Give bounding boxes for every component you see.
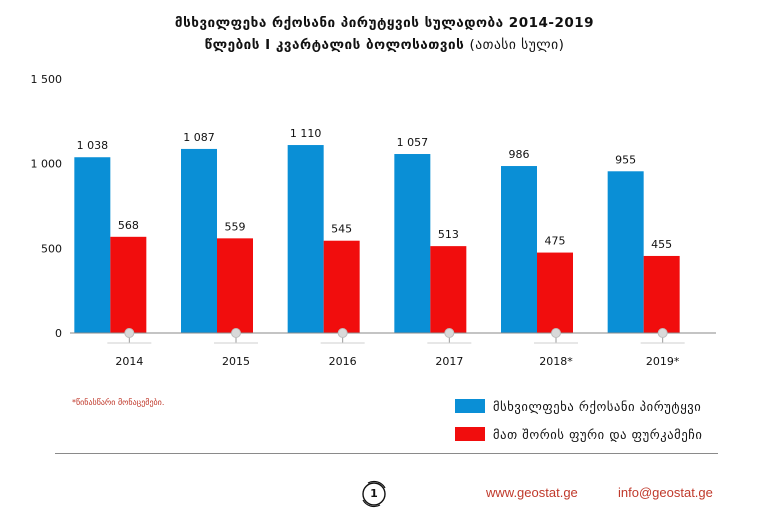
bar-cattle (501, 166, 537, 333)
x-axis-marker (551, 328, 561, 338)
chart-title: მსხვილფეხა რქოსანი პირუტყვის სულადობა 20… (0, 12, 769, 56)
y-tick-label: 1 000 (31, 158, 63, 171)
data-label: 1 110 (290, 127, 322, 140)
x-axis-marker (337, 328, 348, 338)
bar-cattle (181, 148, 217, 333)
bar-cattle (74, 157, 111, 333)
chart-title-line1: მსხვილფეხა რქოსანი პირუტყვის სულადობა 20… (174, 15, 595, 31)
bar-cows (323, 240, 360, 333)
chart-legend: მსხვილფეხა რქოსანი პირუტყვი მათ შორის ფურ… (455, 392, 702, 448)
bar-cattle (287, 145, 324, 333)
x-axis-marker (657, 328, 668, 338)
bar-cows (537, 252, 573, 333)
x-axis-marker (231, 328, 241, 338)
bar-cattle (607, 171, 644, 333)
chart-title-unit: (ათასი სული) (469, 37, 565, 53)
x-tick-label: 2019* (646, 355, 680, 368)
legend-swatch (455, 427, 485, 441)
data-label: 986 (509, 148, 530, 161)
x-tick-label: 2017 (435, 355, 463, 368)
y-tick-label: 500 (41, 242, 62, 255)
x-tick-label: 2018* (539, 355, 573, 368)
data-label: 1 057 (397, 136, 429, 149)
bar-cattle (394, 154, 431, 333)
legend-item-cattle: მსხვილფეხა რქოსანი პირუტყვი (455, 392, 702, 420)
website-link[interactable]: www.geostat.ge (486, 485, 578, 500)
x-axis-marker (444, 328, 455, 338)
bar-chart: 0 500 1 000 1 500 1 038 568 1 087 559 1 110 545 1 … (31, 73, 716, 368)
data-label: 559 (225, 220, 246, 233)
page-number: 1 (370, 487, 378, 500)
y-tick-label: 0 (55, 327, 62, 340)
data-label: 545 (331, 223, 352, 236)
chart-title-line2: წლების I კვარტალის ბოლოსათვის (ათასი სულ… (0, 34, 769, 56)
data-label: 1 038 (77, 139, 109, 152)
legend-label: მათ შორის ფური და ფურკამეჩი (493, 426, 703, 442)
x-tick-label: 2014 (115, 355, 143, 368)
data-label: 513 (438, 228, 459, 241)
bar-cows (430, 246, 467, 333)
x-tick-label: 2015 (222, 355, 250, 368)
legend-label: მსხვილფეხა რქოსანი პირუტყვი (493, 398, 702, 414)
x-axis-marker (124, 328, 135, 338)
email-link[interactable]: info@geostat.ge (618, 485, 713, 500)
bar-cows (217, 238, 253, 333)
bar-cows (110, 236, 147, 333)
bar-cows (643, 255, 680, 333)
y-tick-label: 1 500 (31, 73, 63, 86)
page-number-badge-icon (362, 480, 386, 508)
data-label: 568 (118, 219, 139, 232)
data-label: 475 (545, 235, 566, 248)
preliminary-data-note: *წინასწარი მონაცემები. (72, 398, 165, 407)
data-label: 1 087 (183, 131, 215, 144)
legend-item-cows: მათ შორის ფური და ფურკამეჩი (455, 420, 702, 448)
chart-title-line2-main: წლების I კვარტალის ბოლოსათვის (204, 37, 465, 53)
data-label: 455 (651, 238, 672, 251)
data-label: 955 (615, 153, 636, 166)
legend-swatch (455, 399, 485, 413)
x-tick-label: 2016 (329, 355, 357, 368)
footer-divider (55, 453, 718, 454)
